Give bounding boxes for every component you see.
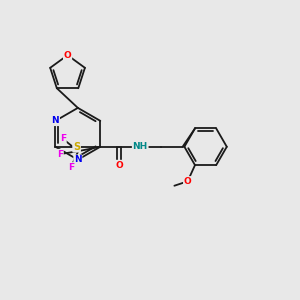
Text: F: F <box>60 134 66 143</box>
Text: N: N <box>52 116 59 125</box>
Text: F: F <box>57 150 63 159</box>
Text: NH: NH <box>133 142 148 151</box>
Text: F: F <box>68 163 74 172</box>
Text: O: O <box>184 177 191 186</box>
Text: N: N <box>74 155 82 164</box>
Text: S: S <box>73 142 80 152</box>
Text: O: O <box>64 51 71 60</box>
Text: O: O <box>115 160 123 169</box>
